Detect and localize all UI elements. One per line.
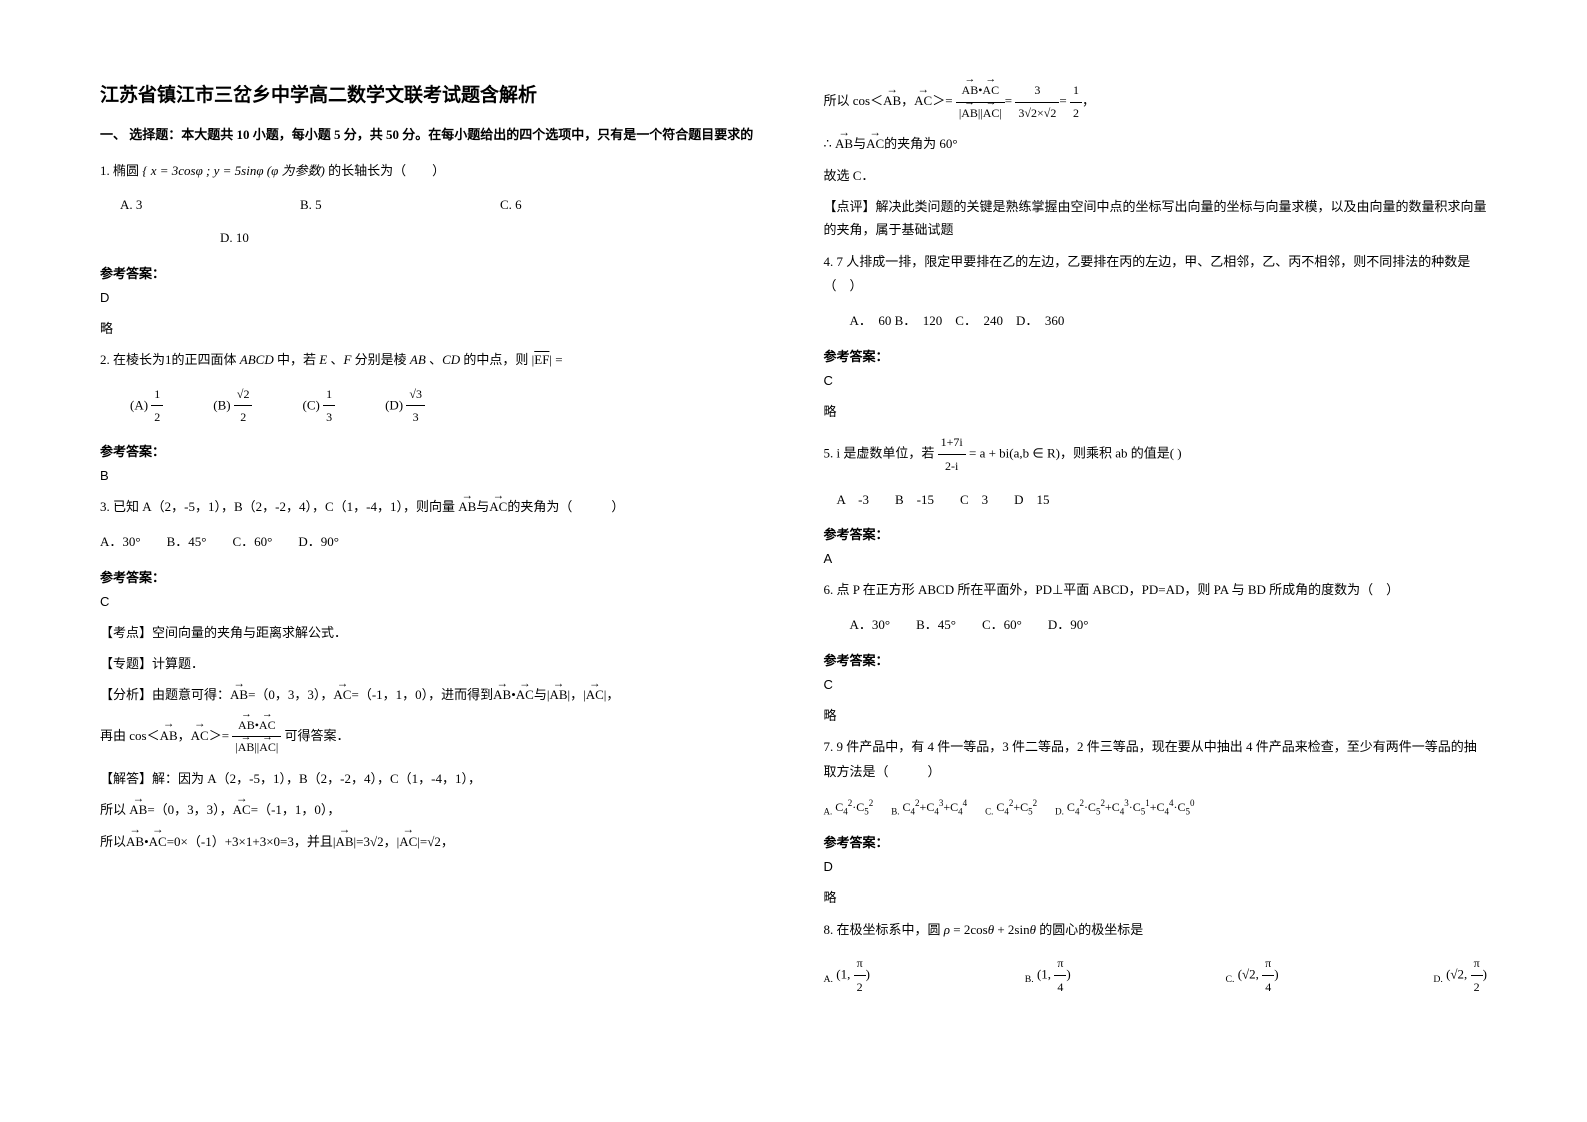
- q1-options-2: D. 10: [100, 226, 764, 251]
- q6-answer-label: 参考答案：: [824, 650, 1488, 669]
- left-column: 江苏省镇江市三岔乡中学高二数学文联考试题含解析 一、 选择题：本大题共 10 小…: [100, 80, 764, 1082]
- document-title: 江苏省镇江市三岔乡中学高二数学文联考试题含解析: [100, 80, 764, 107]
- q6-answer: C: [824, 677, 1488, 692]
- question-3: 3. 已知 A（2，-5，1），B（2，-2，4），C（1，-4，1），则向量 …: [100, 495, 764, 520]
- q2-text: 2. 在棱长为1的正四面体 ABCD 中，若 E 、F 分别是棱 AB 、CD …: [100, 352, 563, 367]
- q3-exp6: 所以 AB=（0，3，3），AC=（-1，1，0），: [100, 798, 764, 821]
- q5-options: A -3 B -15 C 3 D 15: [824, 488, 1488, 513]
- q8-optC: C. (√2, π4): [1226, 952, 1279, 999]
- q7-optB: B. C42+C43+C44: [891, 795, 967, 820]
- q2-options: (A) 12 (B) √22 (C) 13 (D) √33: [100, 383, 764, 430]
- q7-optD: D. C42·C52+C43·C51+C44·C50: [1055, 795, 1194, 820]
- q1-answer-label: 参考答案：: [100, 263, 764, 282]
- q2-optA: (A) 12: [130, 383, 163, 430]
- q7-note: 略: [824, 886, 1488, 909]
- q3-exp5: 【解答】解：因为 A（2，-5，1），B（2，-2，4），C（1，-4，1），: [100, 767, 764, 790]
- q8-optD: D. (√2, π2): [1433, 952, 1487, 999]
- q7-answer-label: 参考答案：: [824, 832, 1488, 851]
- q4-options: A． 60 B． 120 C． 240 D． 360: [824, 309, 1488, 334]
- question-5: 5. i 是虚数单位，若 1+7i2-i = a + bi(a,b ∈ R)，则…: [824, 431, 1488, 478]
- q3-exp7: 所以AB•AC=0×（-1）+3×1+3×0=3，并且|AB|=3√2，|AC|…: [100, 830, 764, 853]
- q3-exp2: 【专题】计算题．: [100, 652, 764, 675]
- question-4: 4. 7 人排成一排，限定甲要排在乙的左边，乙要排在丙的左边，甲、乙相邻，乙、丙…: [824, 250, 1488, 299]
- q7-optC: C. C42+C52: [985, 795, 1037, 820]
- q3-answer-label: 参考答案：: [100, 567, 764, 586]
- right-column: 所以 cos＜AB，AC＞= AB•AC|AB||AC|= 33√2×√2= 1…: [824, 80, 1488, 1082]
- q8-optB: B. (1, π4): [1025, 952, 1071, 999]
- question-1: 1. 椭圆 { x = 3cosφ ; y = 5sinφ (φ 为参数) 的长…: [100, 159, 764, 184]
- q2-optB: (B) √22: [213, 383, 252, 430]
- q3-choose: 故选 C．: [824, 164, 1488, 187]
- q7-optA: A. C42·C52: [824, 795, 874, 820]
- section-1-header: 一、 选择题：本大题共 10 小题，每小题 5 分，共 50 分。在每小题给出的…: [100, 125, 764, 145]
- q8-optA: A. (1, π2): [824, 952, 870, 999]
- q1-prefix: 1. 椭圆: [100, 163, 139, 178]
- q8-options: A. (1, π2) B. (1, π4) C. (√2, π4) D. (√2…: [824, 952, 1488, 999]
- q5-answer: A: [824, 551, 1488, 566]
- q3-comment: 【点评】解决此类问题的关键是熟练掌握由空间中点的坐标写出向量的坐标与向量求模，以…: [824, 195, 1488, 242]
- q7-answer: D: [824, 859, 1488, 874]
- question-8: 8. 在极坐标系中，圆 ρ = 2cosθ + 2sinθ 的圆心的极坐标是: [824, 918, 1488, 943]
- q7-options: A. C42·C52 B. C42+C43+C44 C. C42+C52 D. …: [824, 795, 1488, 820]
- q3-options: A．30° B．45° C．60° D．90°: [100, 530, 764, 555]
- q2-answer-label: 参考答案：: [100, 441, 764, 460]
- q6-options: A．30° B．45° C．60° D．90°: [824, 613, 1488, 638]
- q3-text: 3. 已知 A（2，-5，1），B（2，-2，4），C（1，-4，1），则向量 …: [100, 499, 624, 514]
- q5-answer-label: 参考答案：: [824, 524, 1488, 543]
- q1-formula: { x = 3cosφ ; y = 5sinφ (φ 为参数): [142, 163, 325, 178]
- q2-optD: (D) √33: [385, 383, 425, 430]
- q3-answer: C: [100, 594, 764, 609]
- question-2: 2. 在棱长为1的正四面体 ABCD 中，若 E 、F 分别是棱 AB 、CD …: [100, 348, 764, 373]
- question-6: 6. 点 P 在正方形 ABCD 所在平面外，PD⊥平面 ABCD，PD=AD，…: [824, 578, 1488, 603]
- q4-answer: C: [824, 373, 1488, 388]
- q3-cos-line: 所以 cos＜AB，AC＞= AB•AC|AB||AC|= 33√2×√2= 1…: [824, 80, 1488, 124]
- q1-note: 略: [100, 317, 764, 340]
- q1-optA: A. 3: [100, 193, 300, 218]
- q1-optD: D. 10: [220, 230, 249, 245]
- q3-exp1: 【考点】空间向量的夹角与距离求解公式．: [100, 621, 764, 644]
- q3-exp3: 【分析】由题意可得：AB=（0，3，3），AC=（-1，1，0），进而得到AB•…: [100, 683, 764, 706]
- q2-optC: (C) 13: [302, 383, 335, 430]
- q4-note: 略: [824, 400, 1488, 423]
- q2-answer: B: [100, 468, 764, 483]
- question-7: 7. 9 件产品中，有 4 件一等品，3 件二等品，2 件三等品，现在要从中抽出…: [824, 735, 1488, 784]
- q6-note: 略: [824, 704, 1488, 727]
- q1-answer: D: [100, 290, 764, 305]
- q3-cos-result: ∴ AB与AC的夹角为 60°: [824, 132, 1488, 155]
- q1-options: A. 3 B. 5 C. 6: [100, 193, 764, 218]
- q3-exp4: 再由 cos＜AB，AC＞= AB•AC|AB||AC| 可得答案．: [100, 715, 764, 759]
- q1-optC: C. 6: [500, 193, 620, 218]
- q1-optB: B. 5: [300, 193, 500, 218]
- q1-suffix: 的长轴长为（ ）: [328, 163, 445, 178]
- q4-answer-label: 参考答案：: [824, 346, 1488, 365]
